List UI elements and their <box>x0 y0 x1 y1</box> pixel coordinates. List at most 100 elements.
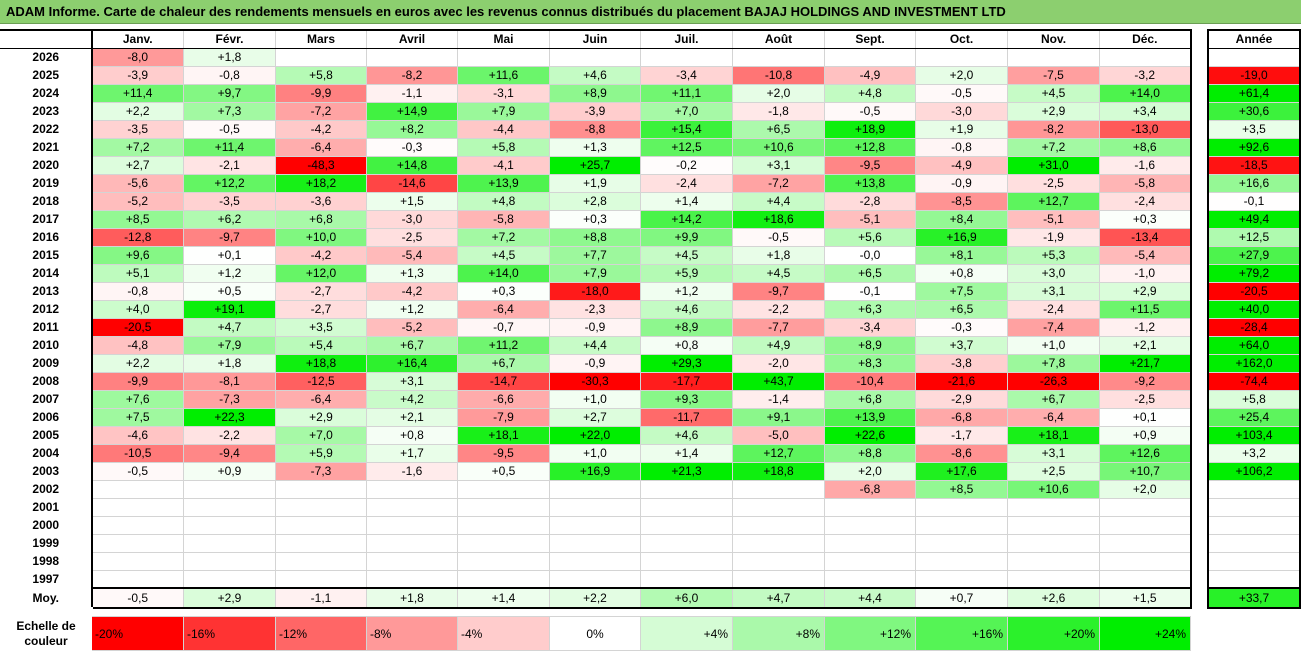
heatmap-cell <box>90 479 184 499</box>
heatmap-cell <box>732 551 825 571</box>
heatmap-cell: +3,5 <box>275 317 367 337</box>
heatmap-cell <box>275 551 367 571</box>
heatmap-cell: +1,8 <box>732 245 825 265</box>
heatmap-cell: -0,7 <box>457 317 550 337</box>
heatmap-cell: -6,4 <box>275 389 367 409</box>
average-cell: +1,4 <box>457 587 550 609</box>
heatmap-cell: -8,6 <box>915 443 1008 463</box>
annual-cell: +3,2 <box>1207 444 1301 463</box>
heatmap-cell: -3,2 <box>1099 65 1192 85</box>
heatmap-cell: +6,5 <box>732 119 825 139</box>
month-header: Nov. <box>1007 29 1100 49</box>
year-label: 2021 <box>0 137 92 157</box>
color-scale-swatch: +20% <box>1007 616 1100 651</box>
heatmap-cell <box>915 569 1008 589</box>
heatmap-cell: -3,9 <box>90 65 184 85</box>
year-label: 1997 <box>0 569 92 589</box>
color-scale-swatch: -12% <box>275 616 367 651</box>
heatmap-cell: -5,4 <box>366 245 458 265</box>
heatmap-cell: +1,0 <box>549 389 641 409</box>
heatmap-cell: +5,9 <box>640 263 733 283</box>
heatmap-cell: -20,5 <box>90 317 184 337</box>
heatmap-cell: +16,4 <box>366 353 458 373</box>
year-label: 2018 <box>0 191 92 211</box>
heatmap-cell: +9,6 <box>90 245 184 265</box>
heatmap-cell <box>549 551 641 571</box>
heatmap-cell <box>183 551 276 571</box>
heatmap-cell: -3,9 <box>549 101 641 121</box>
heatmap-cell: -2,5 <box>1099 389 1192 409</box>
average-cell: -0,5 <box>90 587 184 609</box>
heatmap-cell: -0,5 <box>732 227 825 247</box>
annual-cell: +16,6 <box>1207 174 1301 193</box>
heatmap-cell: -2,3 <box>549 299 641 319</box>
heatmap-cell: -1,9 <box>1007 227 1100 247</box>
heatmap-cell: -7,3 <box>183 389 276 409</box>
heatmap-cell: -2,5 <box>366 227 458 247</box>
heatmap-cell: +12,2 <box>183 173 276 193</box>
annual-header-row: Année <box>1207 29 1301 49</box>
heatmap-cell: +10,0 <box>275 227 367 247</box>
heatmap-cell: -10,8 <box>732 65 825 85</box>
year-row: 2006 +7,5 +22,3 +2,9 +2,1 -7,9 +2,7 -11,7 +9,1 +1… <box>0 407 1192 427</box>
heatmap-cell: -0,5 <box>90 461 184 481</box>
heatmap-cell: +4,5 <box>640 245 733 265</box>
heatmap-cell: +8,5 <box>90 209 184 229</box>
average-cell: +2,6 <box>1007 587 1100 609</box>
heatmap-cell <box>457 497 550 517</box>
heatmap-cell <box>915 47 1008 67</box>
heatmap-cell <box>640 479 733 499</box>
heatmap-cell: -9,5 <box>457 443 550 463</box>
heatmap-cell: -2,5 <box>1007 173 1100 193</box>
annual-row: +106,2 <box>1207 462 1301 481</box>
heatmap-cell: -8,8 <box>549 119 641 139</box>
heatmap-cell <box>549 497 641 517</box>
average-cell: -1,1 <box>275 587 367 609</box>
heatmap-cell: +7,6 <box>90 389 184 409</box>
annual-cell: -28,4 <box>1207 318 1301 337</box>
annual-cell: +5,8 <box>1207 390 1301 409</box>
heatmap-cell: -1,6 <box>366 461 458 481</box>
heatmap-cell: +7,2 <box>457 227 550 247</box>
annual-cell: +92,6 <box>1207 138 1301 157</box>
heatmap-cell: -7,2 <box>732 173 825 193</box>
heatmap-cell: +1,8 <box>183 47 276 67</box>
annual-row: +16,6 <box>1207 174 1301 193</box>
year-label: 2009 <box>0 353 92 373</box>
heatmap-cell: +1,4 <box>640 191 733 211</box>
heatmap-cell: +9,1 <box>732 407 825 427</box>
heatmap-cell: +9,7 <box>183 83 276 103</box>
heatmap-cell: -5,8 <box>457 209 550 229</box>
heatmap-cell: -3,5 <box>90 119 184 139</box>
heatmap-cell: +5,1 <box>90 263 184 283</box>
annual-row <box>1207 552 1301 571</box>
heatmap-cell: +2,5 <box>1007 461 1100 481</box>
annual-row: +30,6 <box>1207 102 1301 121</box>
heatmap-cell: -5,0 <box>732 425 825 445</box>
heatmap-cell: -9,7 <box>183 227 276 247</box>
year-row: 2017 +8,5 +6,2 +6,8 -3,0 -5,8 +0,3 +14,2 +18,6 -5… <box>0 209 1192 229</box>
heatmap-cell: -2,4 <box>1007 299 1100 319</box>
heatmap-cell <box>1007 533 1100 553</box>
annual-row: +5,8 <box>1207 390 1301 409</box>
heatmap-cell <box>549 479 641 499</box>
heatmap-cell: +8,8 <box>549 227 641 247</box>
heatmap-cell <box>183 515 276 535</box>
annual-row: +12,5 <box>1207 228 1301 247</box>
annual-row: -0,1 <box>1207 192 1301 211</box>
heatmap-cell: -1,8 <box>732 101 825 121</box>
year-row: 1998 <box>0 551 1192 571</box>
year-row: 2021 +7,2 +11,4 -6,4 -0,3 +5,8 +1,3 +12,5 +10,6 +… <box>0 137 1192 157</box>
heatmap-cell: -3,1 <box>457 83 550 103</box>
annual-cell: +106,2 <box>1207 462 1301 481</box>
page-title: ADAM Informe. Carte de chaleur des rende… <box>0 0 1301 24</box>
heatmap-cell: +7,9 <box>549 263 641 283</box>
heatmap-cell: -9,7 <box>732 281 825 301</box>
heatmap-cell <box>1007 551 1100 571</box>
year-label: 2004 <box>0 443 92 463</box>
heatmap-cell: -21,6 <box>915 371 1008 391</box>
heatmap-cell <box>90 551 184 571</box>
annual-row: +3,2 <box>1207 444 1301 463</box>
average-cell: +2,9 <box>183 587 276 609</box>
heatmap-cell <box>915 515 1008 535</box>
